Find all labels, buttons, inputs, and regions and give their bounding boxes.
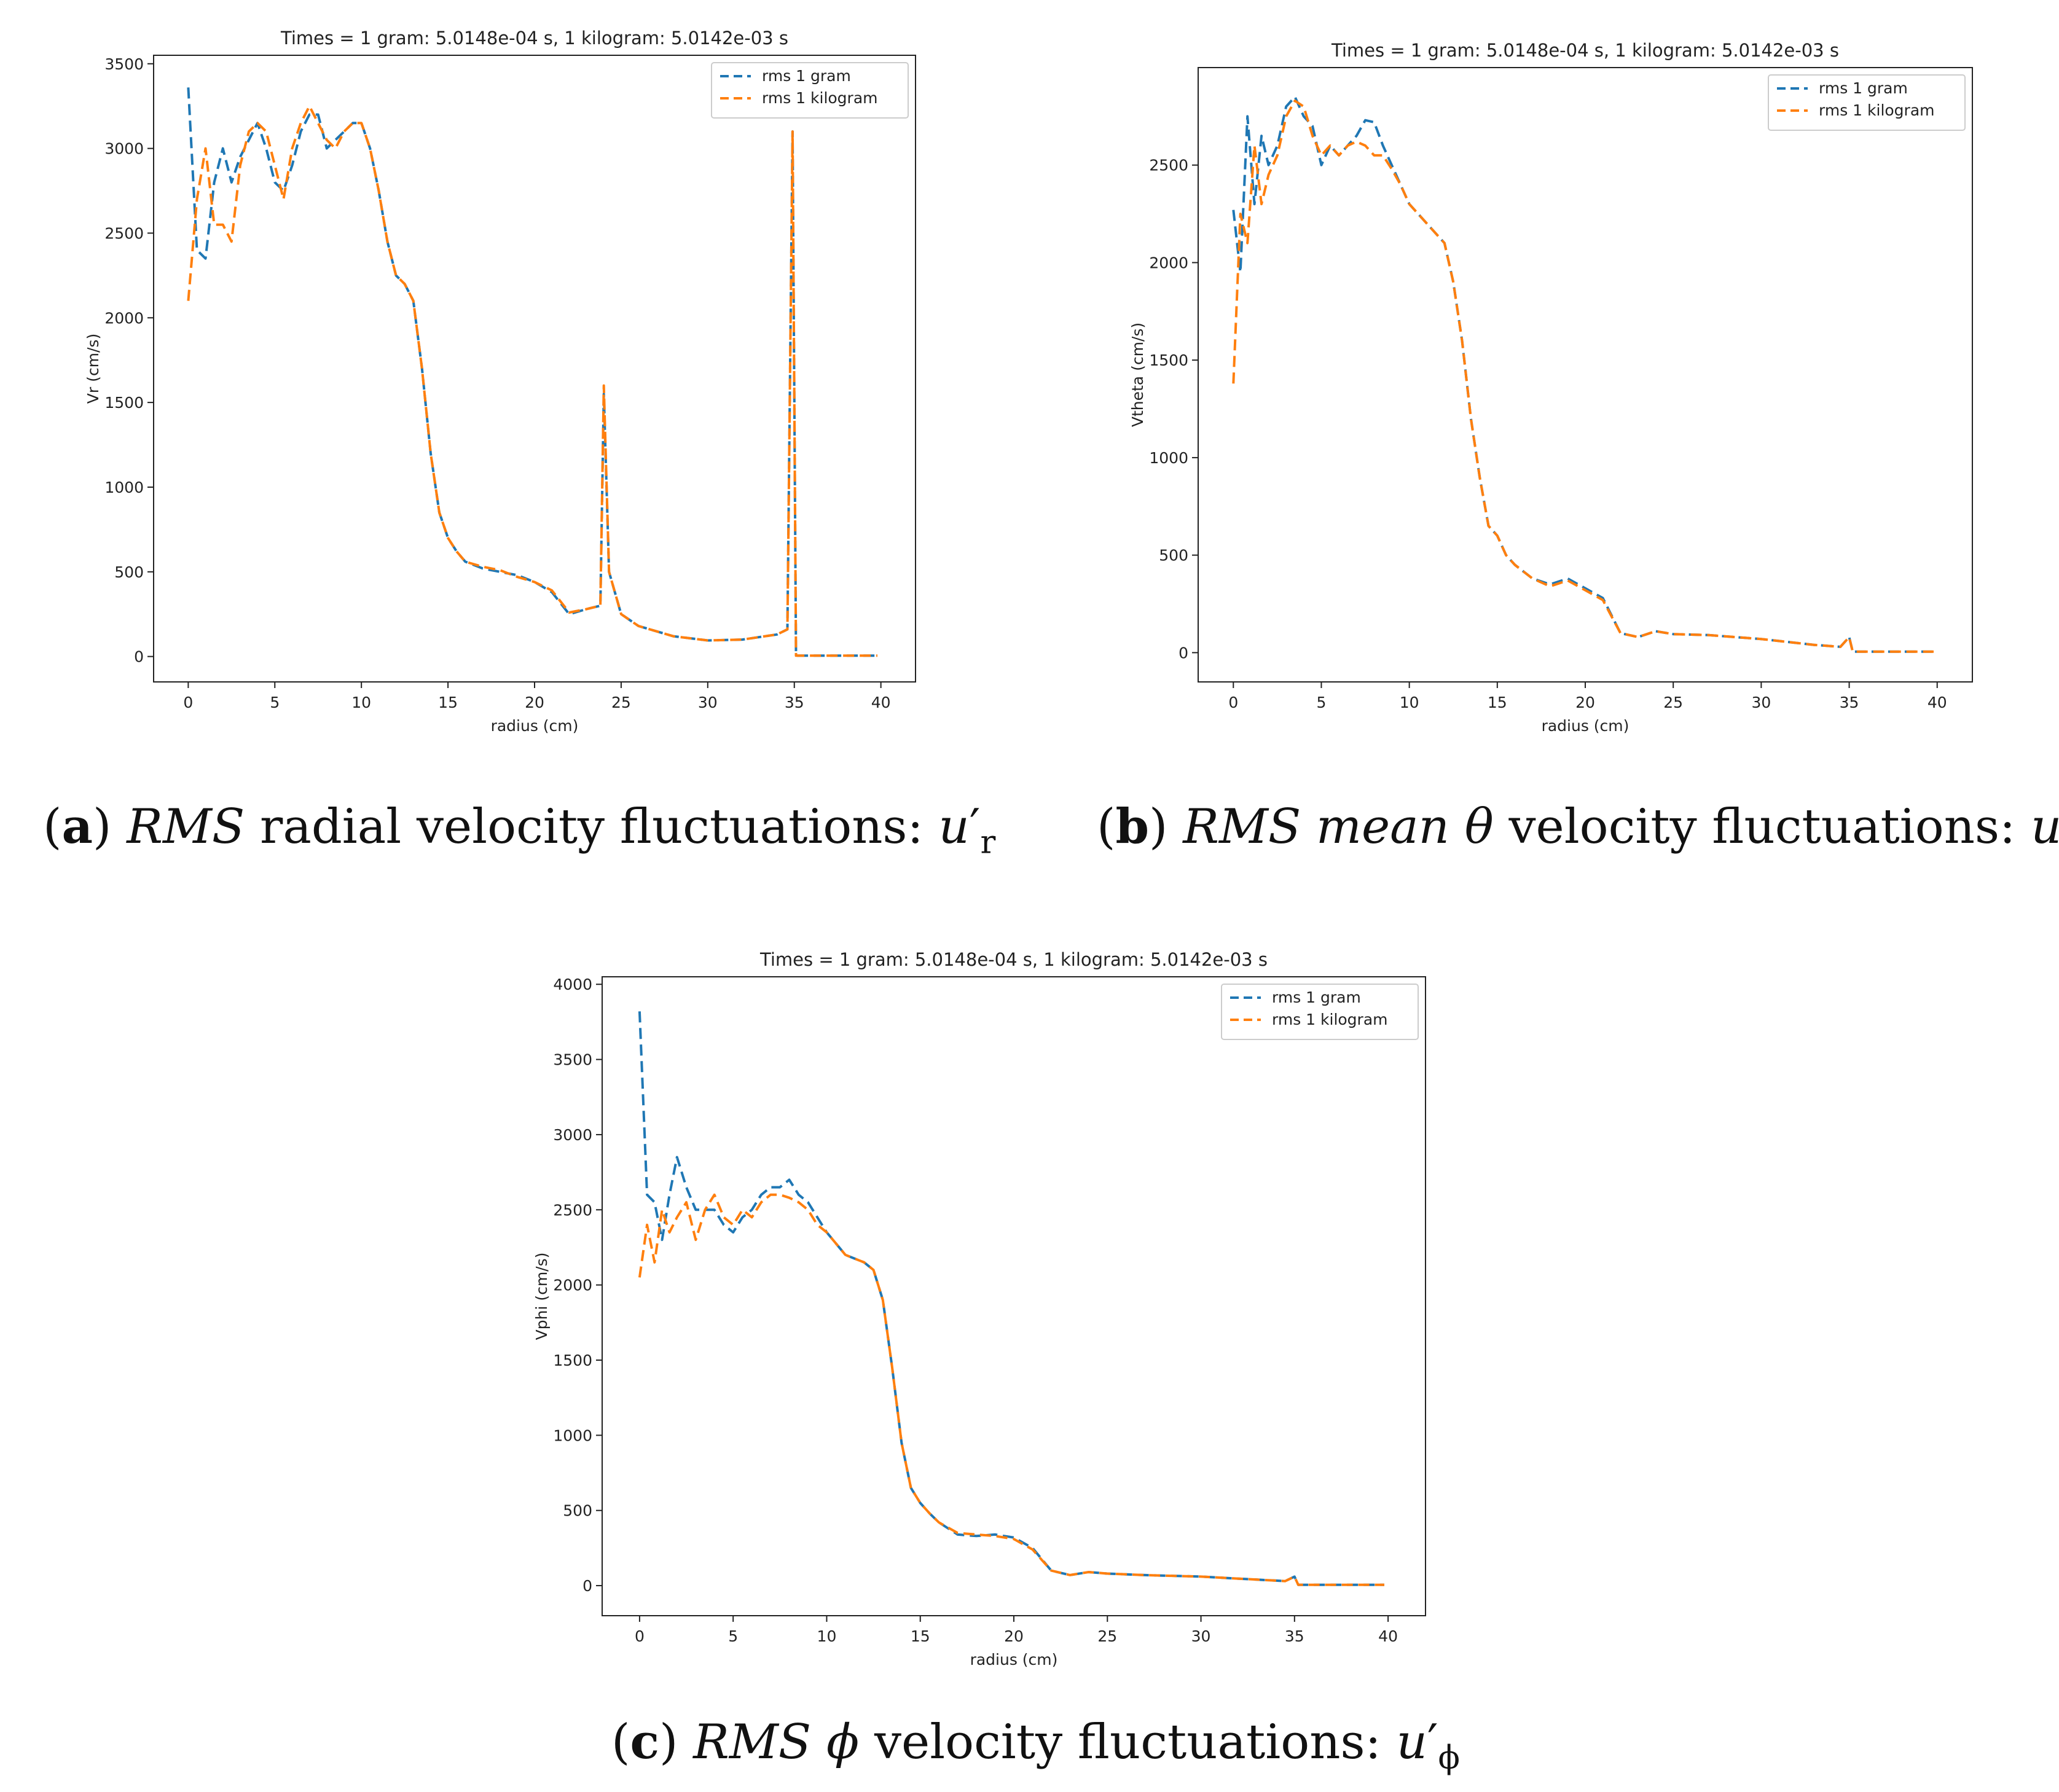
legend-label: rms 1 gram (1819, 79, 1908, 97)
legend-label: rms 1 kilogram (762, 89, 878, 107)
y-tick-label: 500 (563, 1502, 592, 1520)
x-tick-label: 35 (1285, 1627, 1304, 1645)
y-tick-label: 2000 (553, 1277, 592, 1294)
caption-a: (a) RMS radial velocity fluctuations: u′… (43, 799, 996, 861)
y-tick-label: 3500 (553, 1051, 592, 1069)
y-tick-label: 3000 (553, 1126, 592, 1144)
chart-title: Times = 1 gram: 5.0148e-04 s, 1 kilogram… (1331, 40, 1839, 61)
y-tick-label: 500 (1159, 547, 1188, 565)
plot-frame (153, 55, 916, 683)
y-axis-label: Vtheta (cm/s) (1129, 323, 1147, 427)
x-tick-label: 40 (1928, 694, 1947, 711)
x-axis-label: radius (cm) (970, 1651, 1058, 1669)
legend-label: rms 1 kilogram (1272, 1011, 1388, 1028)
y-tick-label: 1500 (553, 1352, 592, 1369)
x-tick-label: 5 (728, 1627, 738, 1645)
series-line-rms-1-kilogram (638, 1193, 1384, 1586)
x-tick-label: 25 (1097, 1627, 1117, 1645)
x-tick-label: 25 (611, 694, 631, 711)
legend-box (1221, 984, 1419, 1040)
y-tick-label: 0 (582, 1577, 592, 1595)
y-tick-label: 0 (1179, 644, 1188, 662)
x-tick-label: 35 (785, 694, 804, 711)
legend-label: rms 1 gram (762, 67, 851, 85)
x-axis-label: radius (cm) (1542, 717, 1630, 735)
x-tick-label: 0 (183, 694, 193, 711)
x-tick-label: 10 (351, 694, 371, 711)
chart-title: Times = 1 gram: 5.0148e-04 s, 1 kilogram… (759, 949, 1268, 970)
series-line-rms-1-gram (1232, 95, 1934, 653)
x-tick-label: 15 (438, 694, 458, 711)
y-tick-label: 4000 (553, 976, 592, 993)
x-axis-label: radius (cm) (491, 717, 579, 735)
y-tick-label: 1000 (553, 1426, 592, 1444)
x-tick-label: 35 (1840, 694, 1859, 711)
series-line-rms-1-kilogram (187, 104, 877, 657)
x-tick-label: 10 (1400, 694, 1419, 711)
chart-title: Times = 1 gram: 5.0148e-04 s, 1 kilogram… (280, 28, 788, 49)
x-tick-label: 25 (1663, 694, 1683, 711)
y-axis-label: Vr (cm/s) (86, 334, 102, 404)
y-tick-label: 2500 (104, 224, 144, 242)
chart-panel-c: Times = 1 gram: 5.0148e-04 s, 1 kilogram… (528, 940, 1462, 1677)
legend-box (1768, 74, 1966, 131)
chart-a: Times = 1 gram: 5.0148e-04 s, 1 kilogram… (86, 28, 916, 735)
x-tick-label: 30 (1751, 694, 1771, 711)
series-line-rms-1-gram (638, 1011, 1384, 1586)
x-tick-label: 5 (270, 694, 280, 711)
plot-frame (602, 976, 1426, 1616)
legend-label: rms 1 gram (1272, 988, 1361, 1006)
chart-c: Times = 1 gram: 5.0148e-04 s, 1 kilogram… (533, 949, 1426, 1669)
x-tick-label: 20 (1004, 1627, 1024, 1645)
x-tick-label: 20 (1575, 694, 1595, 711)
y-tick-label: 2000 (1149, 254, 1188, 272)
x-tick-label: 40 (1378, 1627, 1398, 1645)
series-line-rms-1-kilogram (1232, 100, 1934, 653)
x-tick-label: 15 (911, 1627, 930, 1645)
x-tick-label: 10 (817, 1627, 837, 1645)
chart-b: Times = 1 gram: 5.0148e-04 s, 1 kilogram… (1129, 40, 1973, 735)
x-tick-label: 30 (698, 694, 718, 711)
legend-box (711, 62, 909, 119)
y-tick-label: 1000 (104, 479, 144, 496)
y-axis-label: Vphi (cm/s) (533, 1253, 551, 1340)
x-tick-label: 40 (871, 694, 891, 711)
y-tick-label: 1500 (1149, 351, 1188, 369)
series-line-rms-1-gram (187, 87, 877, 657)
x-tick-label: 15 (1488, 694, 1507, 711)
y-tick-label: 3000 (104, 140, 144, 158)
chart-panel-b: Times = 1 gram: 5.0148e-04 s, 1 kilogram… (1124, 34, 1997, 746)
y-tick-label: 0 (134, 648, 144, 666)
legend-label: rms 1 kilogram (1819, 101, 1935, 119)
x-tick-label: 0 (635, 1627, 645, 1645)
chart-panel-a: Times = 1 gram: 5.0148e-04 s, 1 kilogram… (86, 18, 946, 743)
y-tick-label: 1000 (1149, 449, 1188, 467)
x-tick-label: 0 (1228, 694, 1238, 711)
y-tick-label: 2500 (553, 1201, 592, 1219)
caption-b: (b) RMS mean θ velocity fluctuations: u′… (1097, 799, 2059, 855)
y-tick-label: 3500 (104, 55, 144, 73)
y-tick-label: 2000 (104, 309, 144, 327)
y-tick-label: 2500 (1149, 157, 1188, 174)
x-tick-label: 30 (1191, 1627, 1211, 1645)
y-tick-label: 1500 (104, 394, 144, 412)
x-tick-label: 20 (525, 694, 544, 711)
caption-c: (c) RMS ϕ velocity fluctuations: u′ϕ (611, 1714, 1460, 1777)
x-tick-label: 5 (1317, 694, 1327, 711)
y-tick-label: 500 (114, 563, 144, 581)
